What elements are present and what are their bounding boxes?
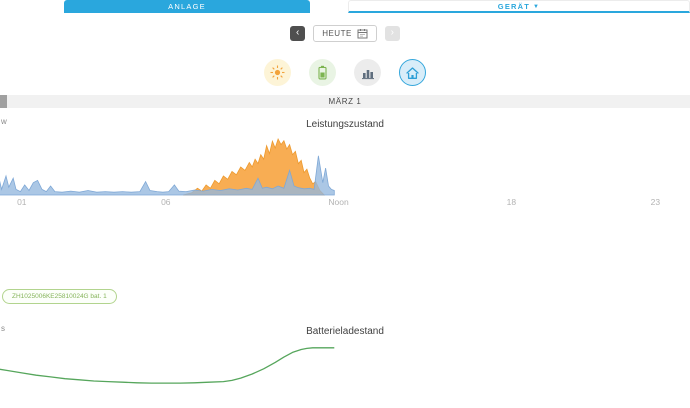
- consumption-area: [0, 155, 335, 196]
- x-axis-tick: Noon: [328, 197, 349, 207]
- power-chart: 01 06 Noon 18 23: [0, 137, 661, 207]
- battery-icon: [318, 65, 327, 80]
- x-axis-tick: 23: [651, 197, 661, 207]
- device-serial-badge[interactable]: ZH1025006KE25810024G bat. 1: [2, 289, 117, 304]
- tab-geraet-label: GERÄT: [497, 2, 531, 11]
- scrollbar-thumb[interactable]: [0, 95, 7, 108]
- view-switcher: [0, 59, 690, 86]
- battery-soc-line: [0, 347, 335, 384]
- x-axis-tick: 01: [17, 197, 27, 207]
- battery-chart-title: Batterieladestand: [306, 326, 384, 337]
- bar-chart-icon: [361, 69, 374, 79]
- house-icon: [406, 66, 419, 79]
- battery-y-axis-unit: s: [1, 324, 5, 333]
- x-axis-tick: 06: [161, 197, 171, 207]
- calendar-icon: [357, 28, 368, 38]
- tab-anlage[interactable]: ANLAGE: [64, 0, 310, 13]
- today-button[interactable]: HEUTE: [313, 24, 377, 42]
- prev-day-button[interactable]: ‹: [290, 25, 306, 41]
- tab-geraet[interactable]: GERÄT ▼: [348, 0, 690, 13]
- next-day-button[interactable]: ›: [384, 25, 400, 41]
- statistics-view-button[interactable]: [354, 59, 381, 86]
- battery-chart: [0, 347, 335, 384]
- chevron-down-icon: ▼: [533, 4, 541, 10]
- power-y-axis-unit: w: [1, 117, 7, 126]
- today-button-label: HEUTE: [322, 28, 352, 38]
- power-chart-title: Leistungszustand: [306, 119, 384, 130]
- x-axis-tick: 18: [507, 197, 517, 207]
- date-navigation: ‹ HEUTE ›: [0, 24, 690, 42]
- sun-icon: [270, 65, 285, 80]
- battery-view-button[interactable]: [309, 59, 336, 86]
- date-banner: MÄRZ 1: [0, 95, 690, 108]
- pv-view-button[interactable]: [264, 59, 291, 86]
- home-view-button[interactable]: [399, 59, 426, 86]
